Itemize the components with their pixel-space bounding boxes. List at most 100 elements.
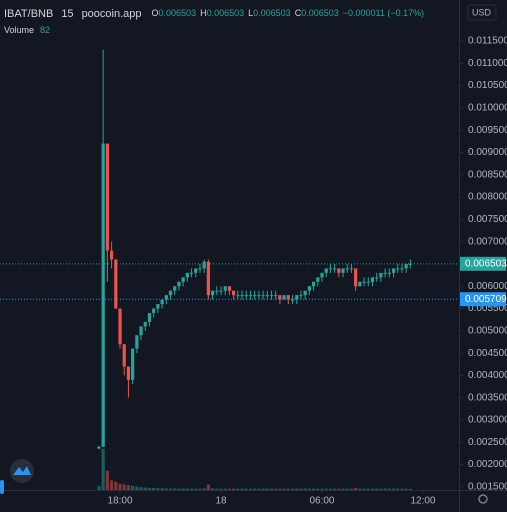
volume-bar (97, 485, 101, 490)
volume-bar (408, 488, 412, 490)
volume-bar (370, 488, 375, 490)
volume-bar (236, 488, 240, 490)
candle-body (236, 295, 240, 297)
volume-bar (387, 488, 391, 490)
candle-body (358, 281, 362, 287)
side-handle[interactable] (0, 480, 4, 494)
candle-body (375, 277, 379, 279)
candle-body (139, 326, 143, 336)
candle-body (362, 281, 366, 283)
candle-body (156, 304, 160, 309)
y-tick-label: 0.007500 (468, 214, 507, 225)
volume-bar (383, 488, 387, 490)
candle-body (118, 308, 122, 345)
candle-body (269, 295, 274, 297)
volume-bar (303, 488, 307, 490)
interval: 15 (61, 8, 73, 20)
legend: IBAT/BNB 15 poocoin.app O0.006503 H0.006503 L… (4, 8, 424, 20)
candle-body (135, 335, 139, 349)
candle-body (295, 295, 299, 300)
ohlc-value: 0.006503 (301, 8, 339, 18)
currency-selector[interactable] (467, 4, 497, 21)
candle-body (286, 295, 290, 300)
candle-body (232, 290, 236, 296)
y-tick-label: 0.005500 (468, 303, 507, 314)
x-tick-label: 06:00 (309, 496, 334, 507)
candle-body (341, 268, 345, 273)
volume-bar (396, 488, 400, 490)
volume-bar (181, 488, 185, 490)
candle-body (194, 268, 198, 273)
y-tick-label: 0.002000 (468, 459, 507, 470)
volume-bar (354, 487, 358, 490)
y-tick-label: 0.006000 (468, 281, 507, 292)
settings-icon[interactable] (478, 494, 488, 504)
volume-bar (324, 488, 328, 490)
candle-body (105, 143, 109, 251)
volume-bar (185, 488, 189, 490)
candle-body (311, 281, 316, 287)
volume-bar (261, 488, 265, 490)
price-label: 0.005709 (465, 294, 507, 305)
candle-body (307, 286, 311, 291)
volume-bar (131, 485, 135, 490)
y-tick-label: 0.005000 (468, 325, 507, 336)
y-tick-label: 0.011000 (468, 58, 507, 69)
y-tick-label: 0.007000 (468, 236, 507, 247)
volume-bar (265, 488, 269, 490)
source: poocoin.app (82, 8, 142, 20)
y-tick-label: 0.008000 (468, 192, 507, 203)
candle-body (240, 295, 244, 297)
candle-body (202, 261, 206, 269)
candle-body (383, 272, 387, 274)
volume-bar (143, 487, 147, 490)
volume-bar (311, 488, 316, 490)
candle-body (366, 281, 370, 283)
volume-value: 82 (40, 25, 50, 35)
volume-bar (173, 488, 177, 490)
ohlc-key: O (152, 8, 159, 18)
volume-bar (101, 448, 105, 490)
volume-bar (202, 488, 206, 490)
candle-body (210, 290, 215, 296)
price-label: 0.006503 (465, 258, 507, 269)
volume-bar (240, 488, 244, 490)
volume-bar (126, 485, 131, 490)
volume-bar (404, 488, 408, 490)
candle-body (131, 348, 135, 380)
volume-bar (286, 488, 290, 490)
volume-bar (282, 488, 286, 490)
volume-bar (299, 488, 303, 490)
candle-body (253, 295, 257, 297)
y-tick-label: 0.004500 (468, 348, 507, 359)
candle-body (274, 295, 278, 297)
volume-bar (391, 488, 396, 490)
volume-bar (223, 488, 227, 490)
candle-body (227, 286, 232, 291)
volume-bar (328, 488, 333, 490)
currency-label[interactable]: USD (472, 7, 492, 17)
volume-bar (177, 488, 181, 490)
volume-bar (307, 488, 311, 490)
symbol: IBAT/BNB (4, 8, 53, 20)
volume-bar (114, 481, 118, 490)
ohlc-value: 0.006503 (159, 8, 197, 18)
volume-bar (358, 488, 362, 490)
candle-body (328, 268, 333, 270)
volume-bar (349, 488, 354, 490)
ohlc-value: 0.006503 (207, 8, 245, 18)
candle-body (181, 277, 185, 282)
volume-bar (210, 488, 215, 490)
candle-body (337, 268, 341, 273)
candle-body (265, 295, 269, 297)
candle-body (97, 446, 101, 449)
y-tick-label: 0.001500 (468, 482, 507, 493)
volume-bar (269, 488, 274, 490)
price-label-box (460, 292, 506, 307)
volume-bar (122, 484, 126, 490)
candle-body (282, 295, 286, 300)
volume-bar (227, 488, 232, 490)
candle-body (244, 295, 248, 297)
y-tick-label: 0.009000 (468, 147, 507, 158)
